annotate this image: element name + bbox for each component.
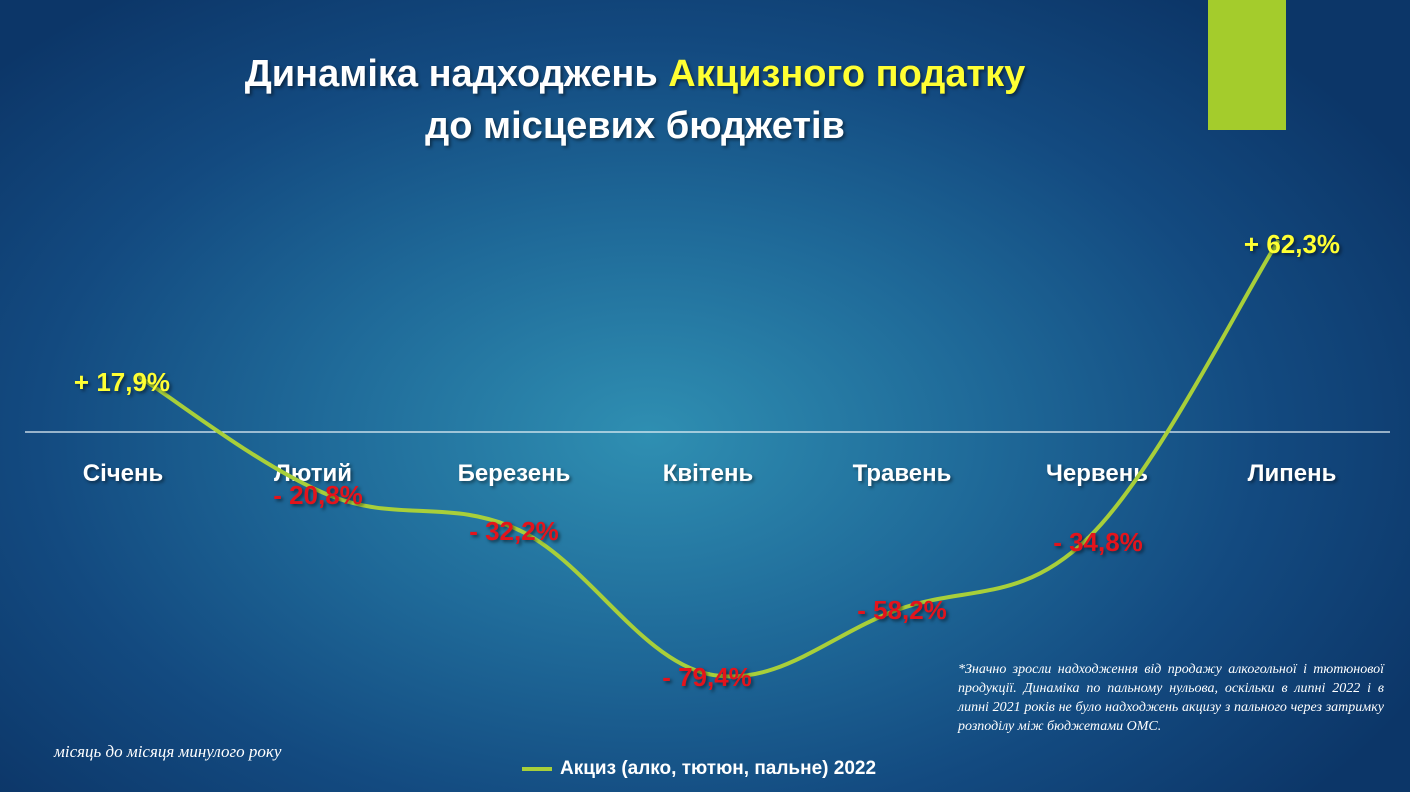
legend-line-swatch bbox=[522, 767, 552, 771]
data-point bbox=[138, 375, 142, 380]
explanatory-note: *Значно зросли надходження від продажу а… bbox=[958, 662, 1384, 734]
data-label: - 20,8% bbox=[273, 480, 363, 510]
title-text: Динаміка надходжень bbox=[244, 53, 658, 95]
data-point bbox=[1275, 239, 1280, 244]
title-highlight: Акцизного податку bbox=[668, 53, 1026, 95]
data-point bbox=[896, 607, 901, 612]
data-point bbox=[706, 672, 711, 677]
data-label: - 58,2% bbox=[857, 595, 947, 625]
legend-label: Акциз (алко, тютюн, пальне) 2022 bbox=[560, 758, 877, 779]
title-line-2: до місцевих бюджетів bbox=[425, 105, 845, 147]
chart-legend: Акциз (алко, тютюн, пальне) 2022 bbox=[522, 758, 876, 780]
category-label: Липень bbox=[1248, 460, 1337, 487]
category-label: Січень bbox=[83, 460, 164, 487]
data-point bbox=[327, 493, 332, 498]
category-label: Квітень bbox=[663, 460, 753, 487]
category-label: Березень bbox=[458, 460, 571, 487]
footnote-left: місяць до місяця минулого року bbox=[54, 742, 282, 761]
data-point bbox=[1086, 536, 1090, 541]
data-label: - 79,4% bbox=[662, 662, 752, 692]
data-point bbox=[517, 528, 522, 533]
page-title: Динаміка надходжень Акцизного податку до… bbox=[0, 48, 1270, 152]
category-label: Травень bbox=[853, 460, 952, 487]
data-label: + 62,3% bbox=[1244, 229, 1340, 259]
data-label: + 17,9% bbox=[74, 367, 170, 397]
category-label: Червень bbox=[1046, 460, 1148, 487]
accent-tab bbox=[1208, 0, 1286, 130]
data-label: - 34,8% bbox=[1053, 527, 1143, 557]
data-label: - 32,2% bbox=[469, 516, 559, 546]
title-line-1: Динаміка надходжень Акцизного податку bbox=[0, 48, 1270, 100]
